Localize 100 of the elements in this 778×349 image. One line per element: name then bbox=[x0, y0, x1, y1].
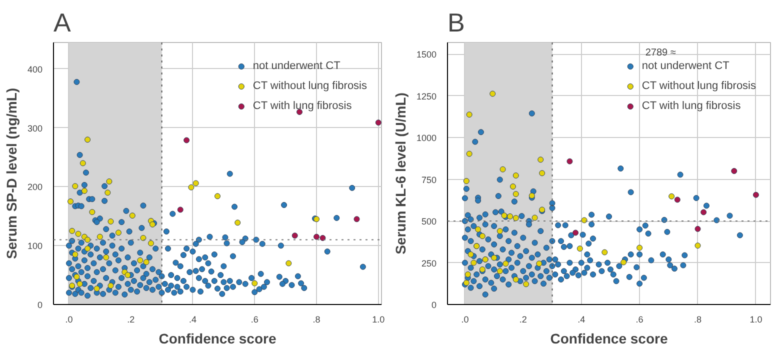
point bbox=[468, 251, 474, 258]
chart-title: B bbox=[448, 8, 465, 38]
point bbox=[752, 192, 759, 198]
point bbox=[536, 260, 542, 267]
point bbox=[124, 272, 131, 278]
point bbox=[496, 228, 503, 234]
y-tick-label: 200 bbox=[27, 182, 43, 192]
y-tick-label: 100 bbox=[27, 241, 43, 252]
legend-label: CT without lung fibrosis bbox=[252, 80, 367, 92]
point bbox=[188, 184, 194, 190]
point bbox=[94, 286, 100, 292]
point bbox=[479, 233, 486, 240]
point bbox=[84, 246, 91, 252]
point bbox=[496, 268, 503, 274]
legend-label: CT with lung fibrosis bbox=[252, 100, 352, 112]
point bbox=[375, 120, 382, 126]
point bbox=[566, 158, 573, 164]
point bbox=[512, 191, 519, 198]
point bbox=[108, 218, 114, 224]
point bbox=[354, 216, 360, 222]
point bbox=[602, 249, 608, 256]
point bbox=[106, 178, 112, 184]
point bbox=[512, 215, 519, 222]
y-tick-label: 300 bbox=[27, 123, 43, 134]
x-tick-label: .0 bbox=[461, 314, 469, 324]
point bbox=[76, 280, 83, 287]
point bbox=[108, 282, 114, 289]
point bbox=[620, 259, 627, 266]
point bbox=[500, 166, 506, 172]
point bbox=[512, 276, 519, 282]
point bbox=[103, 254, 110, 260]
point bbox=[470, 260, 477, 266]
point bbox=[115, 230, 122, 236]
point bbox=[674, 196, 680, 203]
point bbox=[143, 259, 150, 266]
point bbox=[72, 251, 78, 258]
x-tick-label: 1.0 bbox=[372, 314, 385, 324]
y-axis-title: Serum SP-D level (ng/mL) bbox=[3, 88, 20, 260]
point bbox=[129, 212, 136, 219]
x-tick-label: .4 bbox=[578, 314, 586, 324]
point bbox=[84, 136, 91, 143]
point bbox=[84, 236, 91, 243]
point bbox=[576, 246, 583, 252]
x-tick-label: 1.0 bbox=[750, 314, 762, 324]
point bbox=[466, 112, 472, 118]
x-axis-title: Confidence score bbox=[158, 330, 276, 346]
legend-label: CT with lung fibrosis bbox=[642, 100, 741, 112]
x-tick-label: .2 bbox=[127, 314, 135, 324]
y-tick-label: 250 bbox=[421, 258, 437, 268]
point bbox=[81, 188, 88, 194]
point bbox=[69, 228, 76, 234]
point bbox=[177, 206, 184, 213]
point bbox=[234, 220, 241, 226]
point bbox=[314, 234, 320, 240]
point bbox=[252, 280, 258, 286]
point bbox=[140, 234, 146, 241]
point bbox=[532, 214, 538, 221]
point bbox=[192, 180, 199, 186]
y-tick-label: 400 bbox=[27, 64, 43, 74]
point bbox=[72, 183, 78, 190]
point bbox=[184, 137, 190, 144]
point bbox=[538, 156, 544, 163]
point bbox=[320, 234, 326, 241]
point bbox=[539, 170, 546, 176]
y-tick-label: 1000 bbox=[416, 133, 437, 144]
point bbox=[731, 168, 738, 174]
x-tick-label: .8 bbox=[312, 314, 320, 324]
point bbox=[694, 242, 701, 249]
point bbox=[96, 234, 103, 240]
point bbox=[636, 244, 643, 251]
legend-label: CT without lung fibrosis bbox=[642, 80, 756, 92]
chart-title: A bbox=[54, 8, 72, 38]
point bbox=[507, 213, 514, 220]
point bbox=[286, 260, 292, 266]
point bbox=[68, 198, 74, 204]
point bbox=[464, 271, 471, 278]
point bbox=[475, 226, 482, 232]
point bbox=[148, 240, 154, 246]
x-tick-label: .6 bbox=[636, 314, 644, 324]
y-axis-title: Serum KL-6 level (U/mL) bbox=[392, 92, 408, 254]
y-tick-label: 1500 bbox=[416, 50, 437, 60]
point bbox=[581, 217, 588, 224]
point bbox=[512, 172, 519, 178]
point bbox=[572, 230, 579, 236]
x-tick-label: .4 bbox=[188, 314, 197, 324]
point bbox=[694, 226, 701, 232]
x-tick-label: .8 bbox=[694, 314, 702, 324]
point bbox=[292, 232, 298, 239]
legend-label: not underwent CT bbox=[642, 60, 730, 72]
point bbox=[502, 260, 509, 267]
y-tick-label: 1250 bbox=[416, 91, 437, 102]
point bbox=[490, 90, 496, 97]
x-tick-label: .6 bbox=[250, 314, 258, 324]
point bbox=[104, 190, 111, 196]
point bbox=[466, 150, 472, 157]
x-tick-label: .2 bbox=[519, 314, 527, 324]
y-tick-label: 0 bbox=[431, 300, 437, 310]
y-tick-label: 500 bbox=[421, 216, 437, 227]
y-tick-label: 0 bbox=[37, 300, 43, 310]
y-tick-label: 750 bbox=[421, 174, 437, 185]
